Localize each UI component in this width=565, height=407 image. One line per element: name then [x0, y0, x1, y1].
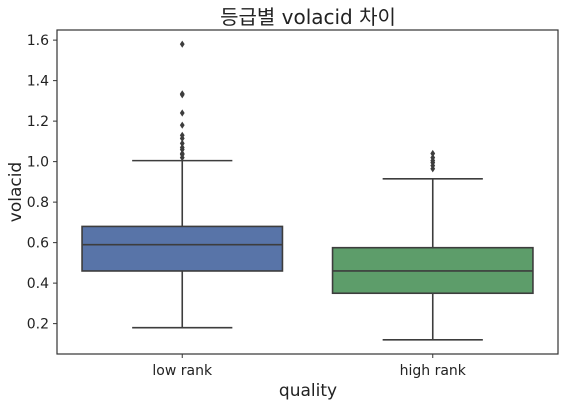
outlier-point: [430, 153, 436, 162]
box-low-rank: [81, 225, 284, 272]
y-tick-label: 1.2: [27, 114, 49, 130]
y-tick-label: 0.8: [27, 195, 49, 211]
outlier-point: [179, 149, 185, 158]
plot-frame: [56, 29, 559, 355]
y-axis-label: volacid: [6, 162, 26, 222]
outlier-point: [179, 121, 185, 129]
x-axis-label: quality: [279, 381, 337, 401]
outlier-point: [430, 149, 436, 158]
x-tick-label: low rank: [152, 363, 213, 379]
y-tick-label: 0.4: [27, 276, 49, 292]
outlier-point: [179, 90, 185, 98]
outlier-point: [179, 143, 185, 152]
x-tick-label: high rank: [400, 363, 467, 379]
plot-area: [81, 40, 534, 341]
outlier-point: [179, 139, 185, 147]
y-tick-label: 1.0: [27, 155, 49, 171]
chart-title: 등급별 volacid 차이: [220, 5, 396, 29]
outlier-point: [179, 109, 185, 117]
y-tick-label: 0.6: [27, 236, 49, 252]
outlier-point: [179, 40, 185, 48]
y-tick-label: 1.6: [27, 33, 49, 49]
outlier-point: [179, 131, 185, 139]
y-tick-label: 0.2: [27, 317, 49, 333]
y-tick-label: 1.4: [27, 74, 49, 90]
